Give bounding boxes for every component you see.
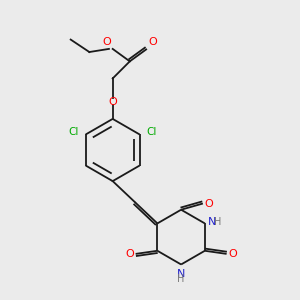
Text: O: O: [108, 97, 117, 107]
Text: N: N: [177, 269, 185, 279]
Text: O: O: [204, 199, 213, 208]
Text: O: O: [125, 249, 134, 259]
Text: O: O: [148, 38, 157, 47]
Text: N: N: [208, 218, 216, 227]
Text: H: H: [177, 274, 185, 284]
Text: O: O: [228, 249, 237, 259]
Text: H: H: [214, 218, 221, 227]
Text: O: O: [102, 38, 111, 47]
Text: Cl: Cl: [146, 127, 157, 137]
Text: Cl: Cl: [68, 127, 79, 137]
